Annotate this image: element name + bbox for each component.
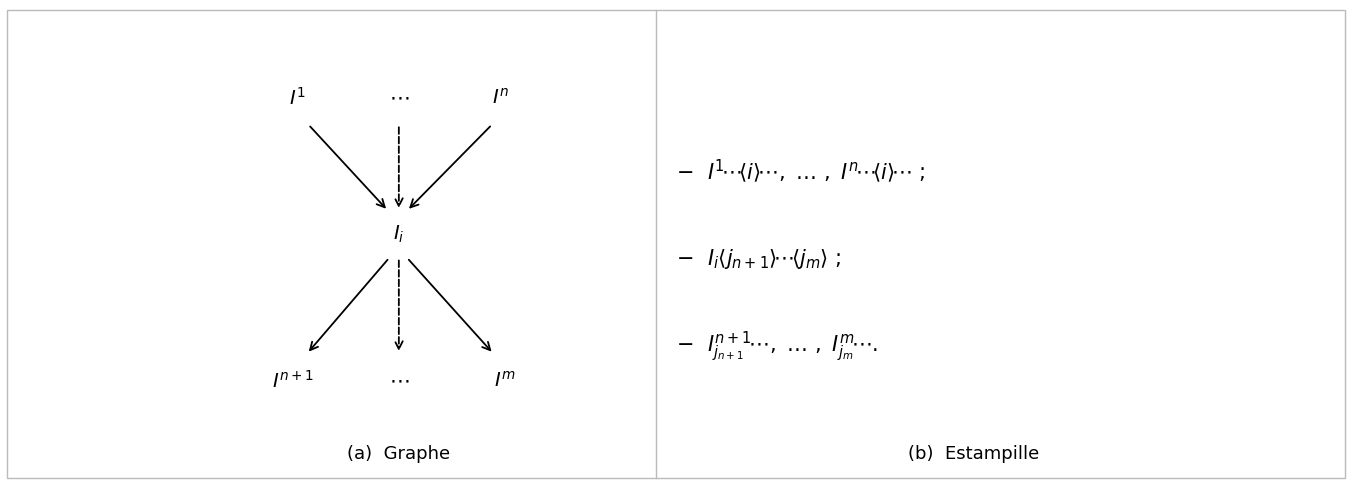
- Text: $-\ \ I^1\!\cdots\!\langle i\rangle\!\cdots,\ \ldots\ ,\ I^n\!\cdots\!\langle i\: $-\ \ I^1\!\cdots\!\langle i\rangle\!\cd…: [676, 157, 926, 184]
- Text: (b)  Estampille: (b) Estampille: [907, 445, 1040, 463]
- Text: $-\ \ I_{j_{n+1}}^{n+1}\!\cdots,\ \ldots\ ,\ I_{j_m}^{m}\!\cdots.$: $-\ \ I_{j_{n+1}}^{n+1}\!\cdots,\ \ldots…: [676, 329, 879, 364]
- Text: $I^{n+1}$: $I^{n+1}$: [273, 370, 314, 391]
- Text: (a)  Graphe: (a) Graphe: [347, 445, 450, 463]
- Text: $I^1$: $I^1$: [289, 87, 306, 108]
- Text: $I^n$: $I^n$: [492, 88, 508, 107]
- Text: $-\ \ I_i\langle j_{n+1}\rangle\!\cdots\!\langle j_m\rangle\ ;$: $-\ \ I_i\langle j_{n+1}\rangle\!\cdots\…: [676, 246, 841, 271]
- Text: $\cdots$: $\cdots$: [388, 88, 410, 107]
- Text: $I^m$: $I^m$: [493, 371, 515, 390]
- Text: $\cdots$: $\cdots$: [388, 371, 410, 390]
- Text: $I_i$: $I_i$: [393, 224, 404, 245]
